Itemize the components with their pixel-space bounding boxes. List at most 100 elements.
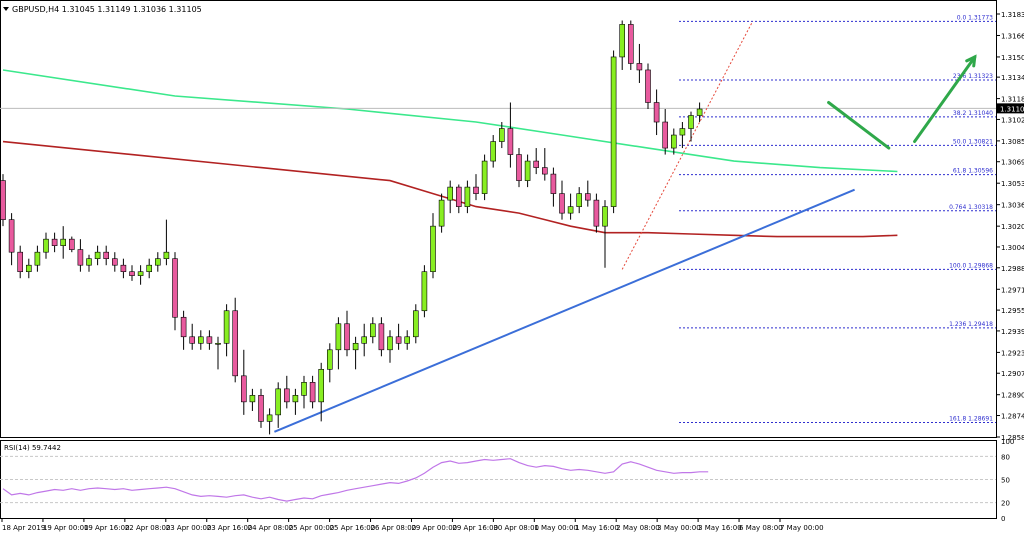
candle-body (258, 395, 264, 422)
candle-body (301, 382, 307, 396)
x-tick-label: 23 Apr 00:00 (166, 524, 212, 532)
candle-body (318, 369, 325, 403)
y-tick-label: 1.30695 (1001, 159, 1024, 167)
x-tick-label: 3 May 16:00 (698, 524, 742, 532)
candle-body (430, 225, 436, 273)
x-tick-label: 23 Apr 16:00 (207, 524, 253, 532)
candle-body (507, 128, 514, 155)
candle-body (369, 323, 376, 338)
candle-body (69, 238, 75, 250)
main-plot-frame (0, 0, 997, 438)
x-tick-label: 29 Apr 16:00 (452, 524, 498, 532)
fib-diagonal-line (621, 21, 754, 270)
x-tick-label: 24 Apr 08:00 (248, 524, 294, 532)
y-tick-label: 1.31345 (1001, 74, 1024, 82)
symbol-dropdown-icon (3, 7, 9, 11)
candle-body (550, 173, 557, 194)
x-tick-label: 7 May 00:00 (780, 524, 824, 532)
candle-body (198, 336, 204, 344)
candle-body (516, 154, 522, 181)
rsi-tick-label: 100 (1001, 438, 1014, 446)
candle-body (172, 258, 178, 318)
rsi-tick-label: 50 (1001, 477, 1010, 485)
candle-body (249, 395, 256, 403)
fib-level-label: 0.0 1.31773 (957, 14, 993, 21)
y-tick-label: 1.28745 (1001, 413, 1024, 421)
candle-body (541, 167, 548, 175)
x-tick-label: 22 Apr 08:00 (125, 524, 171, 532)
y-tick-label: 1.29070 (1001, 370, 1024, 378)
prediction-arrowhead (965, 54, 977, 68)
candle-body (559, 193, 565, 214)
y-tick-label: 1.30040 (1001, 244, 1024, 252)
candle-body (636, 63, 643, 71)
rsi-line (2, 458, 709, 502)
ma-slow-line (2, 140, 898, 238)
x-tick-label: 19 Apr 16:00 (84, 524, 130, 532)
candle-body (266, 414, 273, 422)
candle-body (8, 219, 15, 253)
candle-body (361, 336, 368, 344)
candle-body (627, 24, 634, 64)
candle-body (326, 349, 333, 370)
y-tick-label: 1.29555 (1001, 307, 1024, 315)
candle-body (696, 108, 703, 116)
candle-body (189, 336, 195, 344)
x-tick-label: 19 Apr 00:00 (43, 524, 89, 532)
candle-body (344, 323, 350, 351)
rsi-tick-label: 20 (1001, 500, 1010, 508)
candle-body (533, 160, 540, 168)
fib-level-label: 100.0 1.29868 (949, 262, 993, 269)
candle-body (223, 310, 230, 344)
x-tick-label: 26 Apr 08:00 (371, 524, 417, 532)
candle-body (498, 128, 505, 142)
current-price-label: 1.31105 (1000, 105, 1024, 113)
y-tick-label: 1.31500 (1001, 54, 1024, 62)
candle-body (567, 206, 574, 214)
candle-body (438, 199, 445, 227)
y-tick-label: 1.31830 (1001, 11, 1024, 19)
candle-body (86, 258, 92, 266)
fib-level-label: 161.8 1.28691 (949, 416, 993, 423)
x-tick-label: 2 May 08:00 (616, 524, 660, 532)
y-tick-label: 1.29395 (1001, 328, 1024, 336)
candle-body (670, 134, 677, 149)
candle-body (163, 251, 170, 259)
candle-body (120, 264, 127, 273)
candle-body (180, 316, 187, 338)
candle-body (610, 56, 617, 207)
x-tick-label: 1 May 16:00 (575, 524, 619, 532)
candle-body (60, 238, 67, 246)
y-tick-label: 1.30530 (1001, 180, 1024, 188)
candle-body (137, 271, 144, 276)
candle-body (275, 388, 282, 416)
rsi-tick-label: 0 (1001, 515, 1005, 523)
x-tick-label: 1 May 00:00 (534, 524, 578, 532)
candle-body (464, 186, 471, 207)
candle-body (25, 264, 32, 273)
y-tick-label: 1.30365 (1001, 202, 1024, 210)
fib-level-label: 61.8 1.30596 (953, 168, 993, 175)
candle-body (335, 323, 342, 351)
candle-body (387, 336, 393, 351)
candle-body (103, 251, 109, 259)
y-tick-label: 1.29230 (1001, 349, 1024, 357)
fib-level-label: 23.6 1.31323 (953, 73, 993, 80)
candle-body (584, 193, 591, 201)
x-tick-label: 18 Apr 2019 (2, 524, 45, 532)
x-tick-label: 25 Apr 00:00 (289, 524, 335, 532)
candle-body (34, 251, 41, 266)
y-tick-label: 1.30200 (1001, 223, 1024, 231)
support-trendline (274, 188, 855, 433)
y-tick-label: 1.31665 (1001, 32, 1024, 40)
candle-body (679, 128, 686, 136)
y-tick-label: 1.29715 (1001, 286, 1024, 294)
candle-body (155, 258, 161, 266)
candle-body (395, 336, 402, 344)
candle-body (94, 251, 101, 259)
candle-body (653, 102, 660, 123)
x-tick-label: 30 Apr 08:00 (493, 524, 539, 532)
candle-body (292, 395, 299, 403)
